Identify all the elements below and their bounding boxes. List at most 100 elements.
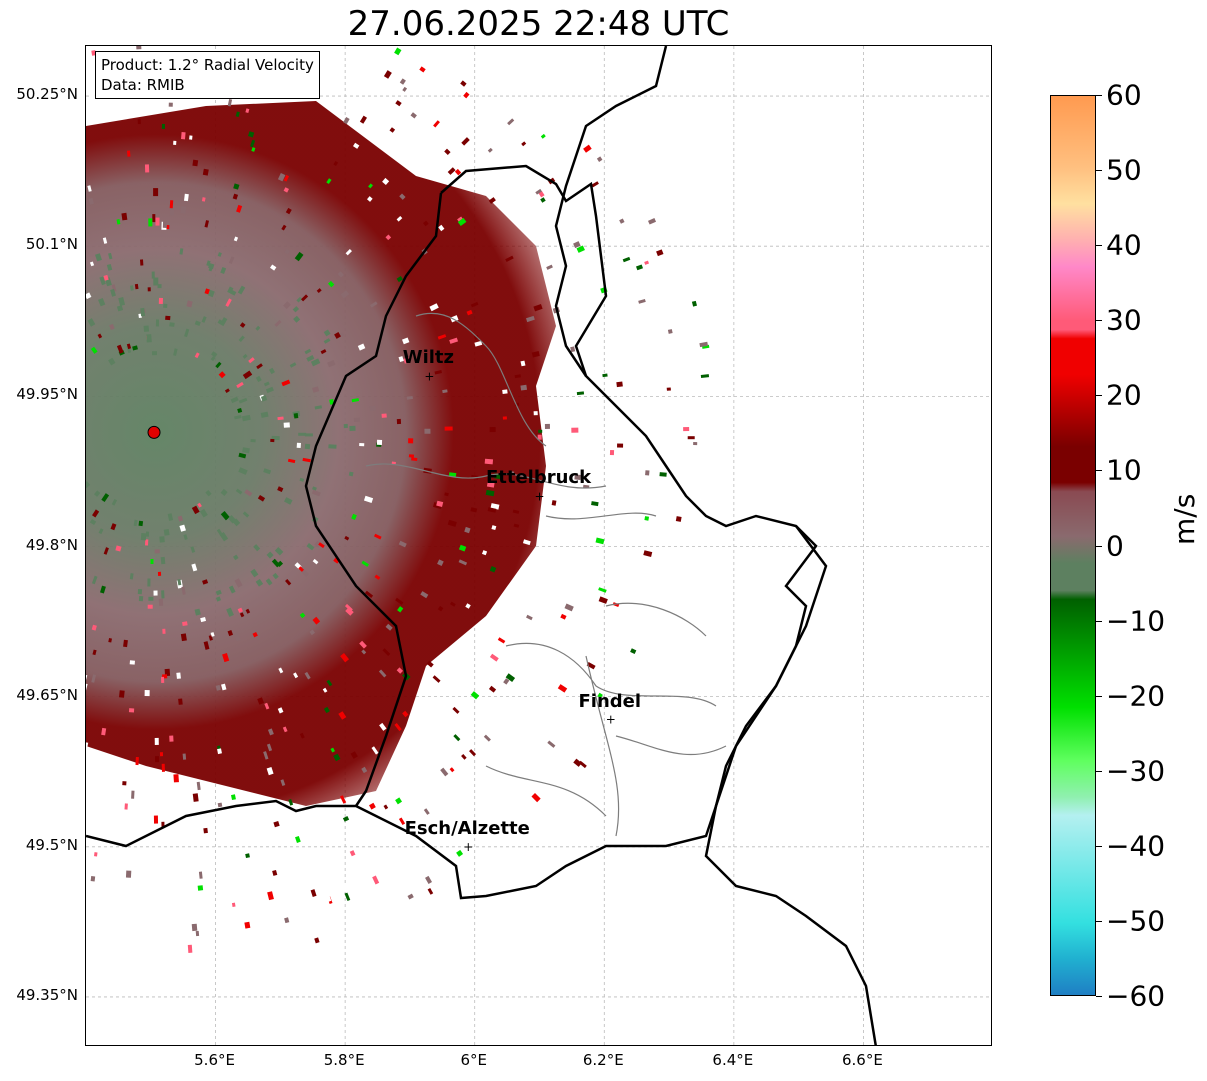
echo-gate xyxy=(204,220,209,228)
echo-gate xyxy=(283,301,291,310)
echo-gate xyxy=(220,266,227,275)
echo-gate xyxy=(245,608,251,614)
echo-gate xyxy=(484,458,494,465)
echo-gate xyxy=(86,481,91,489)
echo-gate xyxy=(328,280,335,288)
echo-gate xyxy=(343,117,350,125)
echo-gate xyxy=(437,605,444,612)
echo-gate xyxy=(151,271,155,279)
echo-gate xyxy=(361,766,368,774)
echo-gate xyxy=(267,728,274,736)
echo-gate xyxy=(619,672,626,679)
echo-gate xyxy=(691,300,697,307)
echo-gate xyxy=(173,348,178,356)
city-marker: + xyxy=(606,713,616,727)
echo-gate xyxy=(140,307,146,317)
echo-gate xyxy=(424,428,431,434)
colorbar-tick-label: 0 xyxy=(1106,529,1124,562)
echo-gate xyxy=(257,697,265,705)
city-label: Esch/Alzette xyxy=(404,817,530,839)
colorbar-tick-label: 50 xyxy=(1106,153,1142,187)
echo-gate xyxy=(630,516,636,521)
colorbar-tick-label: −30 xyxy=(1106,754,1166,788)
echo-gate xyxy=(337,271,344,278)
echo-gate xyxy=(295,836,301,843)
echo-gate xyxy=(514,374,521,379)
echo-gate xyxy=(91,624,97,631)
echo-gate xyxy=(284,497,293,505)
echo-gate xyxy=(152,214,156,223)
echo-gate xyxy=(345,248,352,256)
echo-gate xyxy=(453,734,461,742)
echo-gate xyxy=(437,334,447,340)
echo-gate xyxy=(192,159,199,167)
echo-gate xyxy=(348,471,354,477)
echo-gate xyxy=(263,468,272,475)
echo-gate xyxy=(260,411,269,418)
echo-gate xyxy=(126,150,131,157)
echo-gate xyxy=(251,147,256,152)
echo-gate xyxy=(145,531,150,537)
echo-gate xyxy=(466,309,473,316)
echo-gate xyxy=(198,871,203,879)
echo-gate xyxy=(298,566,304,572)
echo-gate xyxy=(218,371,226,379)
echo-gate xyxy=(399,78,406,85)
echo-gate xyxy=(146,334,152,343)
lat-tick-label: 49.35°N xyxy=(16,985,78,1004)
colorbar-tick xyxy=(1096,620,1102,622)
colorbar-tick-label: 10 xyxy=(1106,453,1142,487)
echo-gate xyxy=(272,572,279,580)
echo-gate xyxy=(88,197,94,205)
echo-gate xyxy=(622,256,631,263)
echo-gate xyxy=(374,574,381,580)
echo-gate xyxy=(242,511,250,518)
echo-gate xyxy=(135,756,139,766)
echo-gate xyxy=(298,432,307,436)
echo-gate xyxy=(595,537,605,545)
echo-gate xyxy=(357,343,366,351)
city-label: Wiltz xyxy=(402,347,454,369)
echo-gate xyxy=(194,320,201,327)
echo-gate xyxy=(465,603,471,609)
echo-gate xyxy=(461,152,467,158)
echo-gate xyxy=(675,516,682,522)
colorbar-tick xyxy=(1096,545,1102,547)
echo-gate xyxy=(115,545,122,552)
echo-gate xyxy=(155,319,160,327)
echo-gate xyxy=(111,498,118,506)
echo-gate xyxy=(197,885,204,891)
echo-gate xyxy=(159,536,165,543)
echo-gate xyxy=(91,575,98,585)
echo-gate xyxy=(666,387,671,391)
echo-gate xyxy=(154,549,160,554)
radar-map[interactable]: + + + + xyxy=(85,45,992,1046)
echo-gate xyxy=(86,674,88,684)
city-marker: + xyxy=(463,840,473,854)
echo-gate xyxy=(344,535,350,541)
lat-tick-label: 50.1°N xyxy=(25,235,78,254)
echo-gate xyxy=(461,753,467,760)
echo-gate xyxy=(468,737,475,745)
echo-gate xyxy=(507,118,515,126)
echo-gate xyxy=(224,388,230,394)
echo-gate xyxy=(192,793,199,802)
echo-gate xyxy=(542,557,551,565)
echo-gate xyxy=(284,248,290,255)
echo-gate xyxy=(433,120,440,128)
echo-gate xyxy=(489,426,496,433)
echo-gate xyxy=(683,426,690,432)
echo-gate xyxy=(186,300,193,308)
echo-gate xyxy=(236,381,244,389)
echo-gate xyxy=(176,881,180,890)
city-markers: + + + + xyxy=(424,369,615,853)
echo-gate xyxy=(201,197,206,202)
lon-tick-label: 6°E xyxy=(460,1051,487,1069)
echo-gate xyxy=(411,457,418,462)
echo-gate xyxy=(234,578,243,588)
echo-gate xyxy=(238,397,248,404)
echo-gate xyxy=(181,132,186,140)
echo-gate xyxy=(437,559,444,567)
echo-gate xyxy=(340,653,350,663)
echo-gate xyxy=(296,296,303,303)
